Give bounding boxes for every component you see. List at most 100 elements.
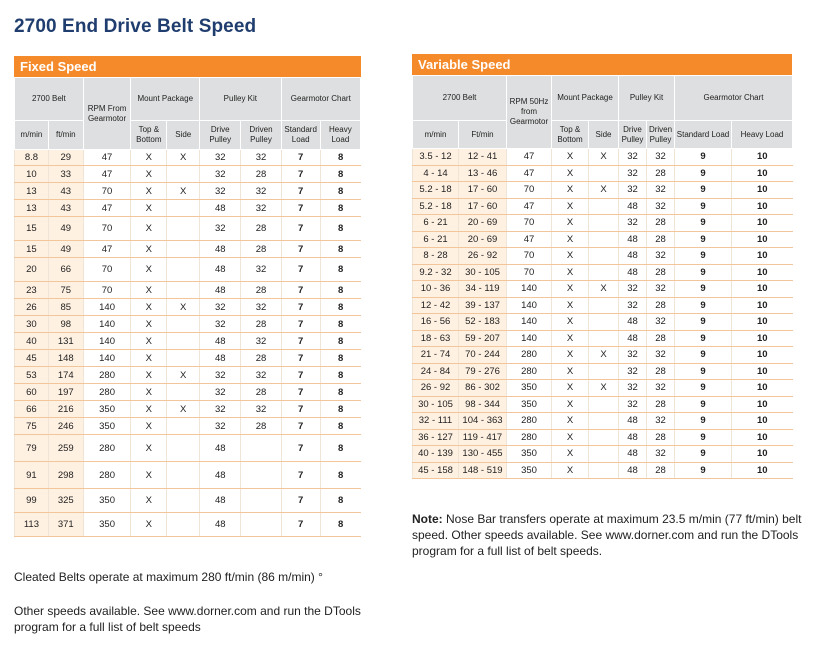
col-mmin: m/min bbox=[412, 120, 459, 149]
table-cell bbox=[166, 281, 200, 299]
table-cell: 48 bbox=[618, 330, 647, 347]
table-cell: 49 bbox=[47, 216, 84, 241]
table-cell: 28 bbox=[240, 417, 282, 435]
table-cell: X bbox=[551, 396, 589, 413]
table-cell: 28 bbox=[645, 462, 675, 479]
table-cell: 10 bbox=[731, 297, 793, 314]
note-body: Nose Bar transfers operate at maximum 23… bbox=[412, 512, 802, 558]
table-cell: 32 bbox=[199, 315, 241, 333]
table-row: 45 - 158 148 - 519 350 X 48 28 9 10 bbox=[412, 462, 793, 479]
table-cell: 98 bbox=[47, 315, 84, 333]
table-cell: 32 bbox=[618, 181, 647, 199]
col-mount: Mount Package bbox=[130, 77, 201, 121]
col-top-bottom: Top & Bottom bbox=[551, 120, 589, 149]
table-cell: X bbox=[130, 315, 167, 333]
table-cell: 350 bbox=[82, 417, 131, 435]
col-mount: Mount Package bbox=[551, 75, 619, 121]
table-cell: 8 - 28 bbox=[412, 247, 459, 265]
table-cell: 9 bbox=[674, 429, 732, 446]
table-cell: 9 bbox=[674, 297, 732, 314]
table-cell: 8 bbox=[319, 461, 361, 489]
table-row: 60 197 280 X 32 28 7 8 bbox=[14, 383, 361, 401]
table-cell bbox=[166, 332, 200, 350]
table-cell: X bbox=[551, 148, 589, 166]
table-row: 36 - 127 119 - 417 280 X 48 28 9 10 bbox=[412, 429, 793, 446]
table-cell: X bbox=[166, 400, 200, 418]
table-cell: 4 - 14 bbox=[412, 165, 459, 182]
table-cell: X bbox=[551, 346, 589, 364]
table-row: 8 - 28 26 - 92 70 X 48 32 9 10 bbox=[412, 247, 793, 265]
table-cell: 47 bbox=[82, 149, 131, 166]
table-cell: 98 - 344 bbox=[458, 396, 507, 413]
table-cell bbox=[588, 231, 619, 248]
table-cell: 148 bbox=[47, 349, 84, 367]
col-top-bottom: Top & Bottom bbox=[130, 120, 168, 150]
table-cell: 7 bbox=[280, 400, 321, 418]
table-cell: 32 bbox=[240, 366, 282, 384]
table-cell: 91 bbox=[14, 461, 49, 489]
table-cell: 7 bbox=[280, 332, 321, 350]
table-cell: 8 bbox=[319, 240, 361, 258]
table-row: 16 - 56 52 - 183 140 X 48 32 9 10 bbox=[412, 313, 793, 331]
table-cell: 48 bbox=[618, 462, 647, 479]
table-cell: 48 bbox=[618, 231, 647, 248]
table-cell: 24 - 84 bbox=[412, 363, 459, 380]
table-cell: X bbox=[551, 330, 589, 347]
table-cell: 7 bbox=[280, 315, 321, 333]
table-row: 8.8 29 47 X X 32 32 7 8 bbox=[14, 149, 361, 166]
table-cell: 32 bbox=[618, 214, 647, 232]
table-cell: 10 bbox=[14, 165, 49, 183]
table-cell: 9 bbox=[674, 313, 732, 331]
table-cell: 23 bbox=[14, 281, 49, 299]
table-cell: 48 bbox=[618, 264, 647, 281]
table-cell: 350 bbox=[82, 400, 131, 418]
table-row: 15 49 70 X 32 28 7 8 bbox=[14, 216, 361, 241]
table-cell: 140 bbox=[506, 313, 552, 331]
table-cell: 5.2 - 18 bbox=[412, 181, 459, 199]
col-drive-pulley: Drive Pulley bbox=[618, 120, 647, 149]
table-cell: 28 bbox=[240, 216, 282, 241]
table-cell bbox=[588, 198, 619, 215]
table-cell: 47 bbox=[82, 240, 131, 258]
table-cell: X bbox=[551, 297, 589, 314]
table-row: 6 - 21 20 - 69 70 X 32 28 9 10 bbox=[412, 214, 793, 232]
table-row: 10 33 47 X 32 28 7 8 bbox=[14, 165, 361, 183]
table-row: 40 - 139 130 - 455 350 X 48 32 9 10 bbox=[412, 445, 793, 463]
table-cell: X bbox=[551, 247, 589, 265]
table-cell: 70 bbox=[506, 264, 552, 281]
table-cell bbox=[166, 383, 200, 401]
table-cell: X bbox=[588, 346, 619, 364]
table-cell: 8 bbox=[319, 383, 361, 401]
col-belt: 2700 Belt bbox=[412, 75, 507, 121]
table-cell: 10 bbox=[731, 445, 793, 463]
table-cell: 32 bbox=[618, 396, 647, 413]
table-cell bbox=[240, 434, 282, 462]
table-cell: 8 bbox=[319, 417, 361, 435]
table-cell: 48 bbox=[199, 199, 241, 217]
table-cell: 10 bbox=[731, 412, 793, 430]
table-cell: 7 bbox=[280, 488, 321, 513]
table-cell: 350 bbox=[506, 445, 552, 463]
table-cell: 36 - 127 bbox=[412, 429, 459, 446]
table-cell: 10 bbox=[731, 429, 793, 446]
table-cell: 10 bbox=[731, 231, 793, 248]
table-cell bbox=[588, 462, 619, 479]
table-cell: X bbox=[551, 313, 589, 331]
table-row: 79 259 280 X 48 7 8 bbox=[14, 434, 361, 462]
table-cell: 280 bbox=[82, 383, 131, 401]
table-cell bbox=[240, 461, 282, 489]
table-cell: 70 bbox=[82, 281, 131, 299]
table-cell: X bbox=[588, 148, 619, 166]
table-cell: 52 - 183 bbox=[458, 313, 507, 331]
table-cell: 8 bbox=[319, 182, 361, 200]
table-cell: 298 bbox=[47, 461, 84, 489]
table-cell: 131 bbox=[47, 332, 84, 350]
table-cell: 39 - 137 bbox=[458, 297, 507, 314]
table-cell: 8 bbox=[319, 434, 361, 462]
table-cell: 259 bbox=[47, 434, 84, 462]
table-row: 3.5 - 12 12 - 41 47 X X 32 32 9 10 bbox=[412, 148, 793, 166]
table-cell: 29 bbox=[47, 149, 84, 166]
table-cell: X bbox=[130, 281, 167, 299]
table-cell: 9.2 - 32 bbox=[412, 264, 459, 281]
table-cell bbox=[166, 349, 200, 367]
